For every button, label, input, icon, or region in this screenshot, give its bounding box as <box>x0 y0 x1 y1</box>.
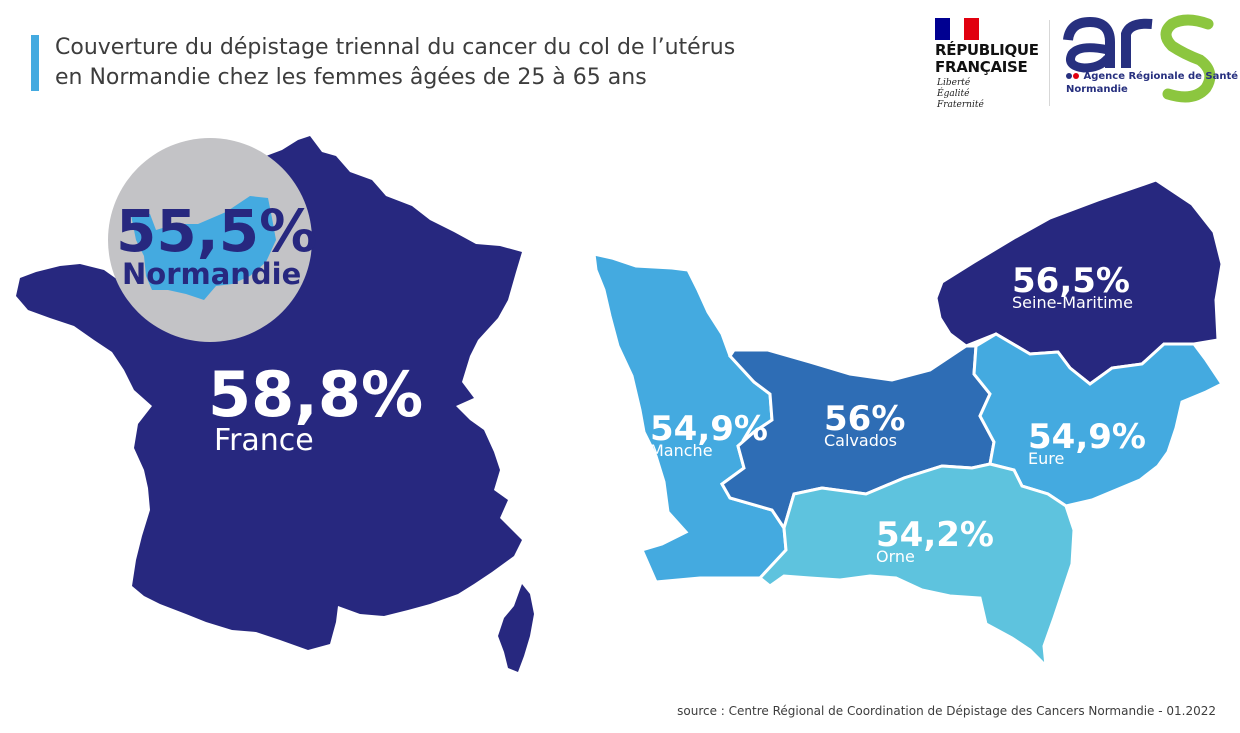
region-label-eure: 54,9% Eure <box>1028 417 1146 468</box>
normandie-label: Normandie <box>122 257 302 291</box>
france-value: 58,8% <box>208 358 424 431</box>
page-title: Couverture du dépistage triennal du canc… <box>55 33 835 93</box>
source-note: source : Centre Régional de Coordination… <box>677 704 1216 718</box>
france-shape <box>16 136 522 650</box>
republique-name: RÉPUBLIQUE FRANÇAISE <box>935 41 1039 76</box>
region-label-calvados: 56% Calvados <box>824 399 906 450</box>
logo-divider <box>1049 20 1050 106</box>
republique-motto: Liberté Égalité Fraternité <box>937 78 984 110</box>
region-eure <box>972 332 1225 508</box>
region-label-orne: 54,2% Orne <box>876 515 994 566</box>
title-line-1: Couverture du dépistage triennal du canc… <box>55 35 736 60</box>
title-accent-bar <box>31 35 39 91</box>
ars-logo <box>1063 14 1216 103</box>
region-orne <box>757 462 1076 671</box>
france-label: France <box>214 423 314 458</box>
title-line-2: en Normandie chez les femmes âgées de 25… <box>55 65 647 90</box>
region-label-manche: 54,9% Manche <box>650 409 768 460</box>
marianne-flag-icon <box>935 18 980 40</box>
corsica-shape <box>498 584 534 672</box>
region-label-seine-maritime: 56,5% Seine-Maritime <box>1012 261 1133 312</box>
ars-subtitle: Agence Régionale de Santé Normandie <box>1066 71 1239 95</box>
republique-francaise-logo: RÉPUBLIQUE FRANÇAISE Liberté Égalité Fra… <box>935 18 1045 110</box>
normandie-inset-shape <box>130 196 276 300</box>
normandie-value: 55,5% <box>116 197 318 265</box>
